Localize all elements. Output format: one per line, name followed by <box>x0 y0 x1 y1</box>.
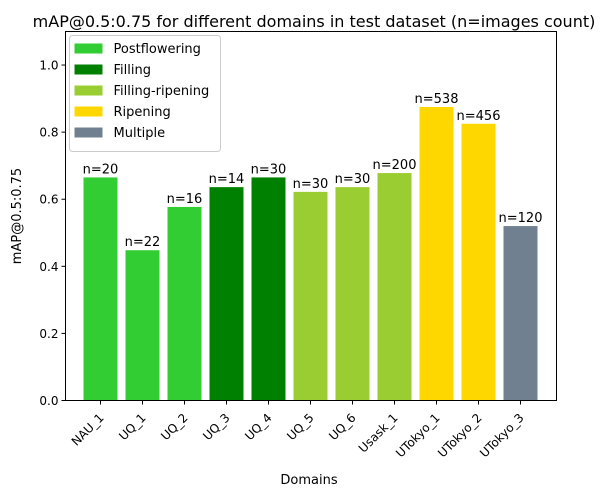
bar-utokyo-1 <box>419 106 454 401</box>
bar-label: n=30 <box>335 172 371 187</box>
x-ticks: NAU_1 UQ_1 UQ_2 UQ_3 UQ_4 UQ_5 UQ_6Usask_1UTok… <box>69 400 527 461</box>
x-tick-label: UTokyo_1 <box>393 411 443 461</box>
bar-label: n=200 <box>373 158 417 173</box>
bars-layer <box>83 106 538 401</box>
legend-swatch <box>74 85 103 96</box>
y-tick-label: 0.4 <box>39 260 58 274</box>
x-tick-label: NAU_1 <box>69 411 107 449</box>
y-tick-label: 1.0 <box>39 59 58 73</box>
y-tick-label: 0.0 <box>39 394 58 408</box>
bar-usask-1 <box>377 173 412 401</box>
bar-label: n=120 <box>499 211 543 226</box>
legend-entry: Multiple <box>114 126 166 141</box>
bar-label: n=30 <box>251 162 287 177</box>
y-ticks: 0.0 0.2 0.4 0.6 0.8 1.0 <box>39 59 66 408</box>
legend-entry: Ripening <box>114 105 171 120</box>
y-tick-label: 0.8 <box>39 126 58 140</box>
bar-uq-2 <box>167 206 202 401</box>
bar-labels-layer: n=20n=22n=16n=14n=30n=30 n=30n=200n=538n=… <box>83 92 543 250</box>
x-tick-label: UQ_5 <box>284 411 316 443</box>
bar-label: n=20 <box>83 162 119 177</box>
legend-swatch <box>74 43 103 54</box>
bar-label: n=16 <box>167 192 203 207</box>
x-tick-label: UQ_6 <box>326 411 358 443</box>
y-tick-label: 0.6 <box>39 193 58 207</box>
bar-uq-6 <box>335 187 370 401</box>
bar-label: n=538 <box>415 92 459 107</box>
bar-uq-3 <box>209 187 244 401</box>
bar-label: n=22 <box>125 235 161 250</box>
legend-swatch <box>74 64 103 75</box>
bar-utokyo-2 <box>461 123 496 401</box>
x-tick-label: UQ_2 <box>158 411 190 443</box>
bar-uq-1 <box>125 250 160 401</box>
bar-label: n=14 <box>209 172 245 187</box>
bar-nau-1 <box>83 177 118 401</box>
legend-entry: Postflowering <box>114 42 201 57</box>
x-tick-label: UQ_3 <box>200 411 232 443</box>
bar-uq-4 <box>251 177 286 401</box>
chart-title: mAP@0.5:0.75 for different domains in te… <box>33 12 596 31</box>
x-tick-label: UTokyo_2 <box>435 411 485 461</box>
x-tick-label: UTokyo_3 <box>477 411 527 461</box>
legend-entry: Filling <box>114 63 151 78</box>
legend-box <box>69 35 221 152</box>
legend-swatch <box>74 127 103 138</box>
y-axis-label: mAP@0.5:0.75 <box>10 168 25 264</box>
bar-label: n=30 <box>293 177 329 192</box>
bar-uq-5 <box>293 191 328 401</box>
bar-label: n=456 <box>457 109 501 124</box>
bar-utokyo-3 <box>503 226 538 401</box>
x-tick-label: UQ_1 <box>116 411 148 443</box>
legend-entry: Filling-ripening <box>114 84 210 99</box>
legend: Postflowering Filling Filling-ripening Ripe… <box>69 35 221 152</box>
x-tick-label: UQ_4 <box>242 411 274 443</box>
legend-swatch <box>74 106 103 117</box>
y-tick-label: 0.2 <box>39 327 58 341</box>
x-axis-label: Domains <box>280 473 337 488</box>
